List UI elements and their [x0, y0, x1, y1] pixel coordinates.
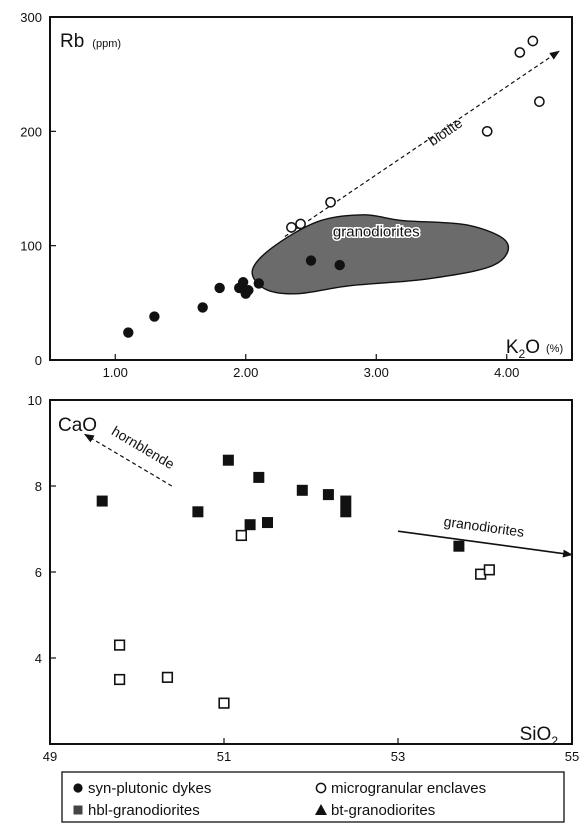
microgranular-enclaves-point: [286, 222, 297, 233]
top-data-points: [123, 35, 545, 338]
k2o-axis-unit: (%): [546, 343, 563, 355]
hbl-granodiorites-point: [340, 506, 352, 518]
hbl-granodiorites-point: [262, 517, 273, 529]
microgranular-enclaves-point: [161, 671, 174, 683]
syn-plutonic-dykes-point: [237, 277, 249, 288]
y-tick-label: 200: [20, 124, 42, 139]
cao-axis-label: CaO: [58, 415, 97, 436]
microgranular-enclaves-point: [483, 564, 495, 576]
bottom-data-points: [96, 454, 495, 709]
biotite-trend-label: biotite: [425, 115, 465, 149]
rb-k2o-panel: 1.00 2.00 3.00 4.00 0 100 200 300 granodiorites…: [20, 10, 573, 380]
x-tick-label: 53: [391, 749, 405, 764]
bottom-axis-ticks: 49 51 53 55 4 6 8 10: [28, 393, 580, 764]
x-tick-label: 2.00: [233, 365, 258, 380]
x-tick-label: 1.00: [103, 365, 128, 380]
syn-plutonic-dykes-point: [123, 327, 134, 338]
top-plot-frame: [49, 16, 573, 361]
syn-plutonic-dykes-point: [243, 285, 254, 296]
syn-plutonic-dykes-point: [334, 259, 345, 271]
hbl-granodiorites-point: [296, 484, 308, 496]
cao-sio2-panel: 49 51 53 55 4 6 8 10 hornblende granodiorites C…: [28, 393, 580, 764]
legend-label: hbl-granodiorites: [88, 802, 200, 819]
x-tick-label: 4.00: [494, 365, 519, 380]
legend-box: [61, 771, 565, 823]
hbl-granodiorites-point: [244, 519, 256, 531]
syn-plutonic-dykes-point: [197, 302, 208, 313]
hornblende-trend-arrow: [83, 433, 173, 487]
x-tick-label: 3.00: [364, 365, 389, 380]
legend-label: bt-granodiorites: [331, 802, 435, 819]
y-tick-label: 100: [20, 239, 42, 254]
hbl-granodiorites-point: [192, 506, 204, 518]
granodiorites-trend-label: granodiorites: [443, 513, 525, 540]
hornblende-trend-label: hornblende: [109, 423, 178, 473]
microgranular-enclaves-point: [235, 529, 248, 542]
syn-plutonic-dykes-point: [305, 255, 317, 266]
hbl-granodiorites-point: [340, 495, 352, 507]
biotite-trend-arrow: [284, 50, 560, 238]
legend: syn-plutonic dykes microgranular enclaves…: [61, 771, 565, 823]
legend-marker: [315, 804, 327, 815]
hbl-granodiorites-point: [453, 540, 465, 552]
syn-plutonic-dykes-point: [214, 282, 225, 294]
microgranular-enclaves-point: [534, 96, 545, 107]
legend-marker: [73, 805, 83, 815]
x-tick-label: 55: [565, 749, 579, 764]
k2o-axis-label: K2O: [506, 337, 540, 361]
legend-marker: [73, 783, 83, 793]
microgranular-enclaves-point: [527, 35, 539, 47]
hbl-granodiorites-point: [322, 489, 334, 501]
granodiorites-field-label: granodiorites: [333, 224, 420, 241]
microgranular-enclaves-point: [481, 125, 493, 137]
hbl-granodiorites-point: [253, 471, 265, 483]
microgranular-enclaves-point: [514, 47, 526, 58]
granodiorites-trend-arrow: [397, 530, 573, 558]
y-tick-label: 6: [35, 565, 42, 580]
hbl-granodiorites-point: [222, 454, 234, 466]
syn-plutonic-dykes-point: [149, 311, 160, 322]
x-tick-label: 51: [217, 749, 231, 764]
syn-plutonic-dykes-point: [253, 278, 264, 289]
microgranular-enclaves-point: [325, 196, 336, 208]
y-tick-label: 8: [35, 479, 42, 494]
microgranular-enclaves-point: [114, 673, 126, 686]
hbl-granodiorites-point: [96, 495, 108, 507]
rb-axis-label: Rb (ppm): [60, 31, 121, 52]
granodiorites-field: [251, 214, 510, 295]
microgranular-enclaves-point: [218, 697, 230, 709]
legend-marker: [315, 782, 327, 794]
sio2-axis-label: SiO2: [520, 724, 559, 748]
legend-label: microgranular enclaves: [331, 780, 486, 797]
microgranular-enclaves-point: [114, 639, 126, 651]
microgranular-enclaves-point: [295, 218, 306, 230]
y-tick-label: 300: [20, 10, 42, 25]
y-tick-label: 10: [28, 393, 42, 408]
y-tick-label: 4: [35, 651, 42, 666]
top-axis-ticks: 1.00 2.00 3.00 4.00 0 100 200 300: [20, 10, 519, 380]
legend-label: syn-plutonic dykes: [88, 780, 211, 797]
x-tick-label: 49: [43, 749, 57, 764]
y-tick-label: 0: [35, 353, 42, 368]
